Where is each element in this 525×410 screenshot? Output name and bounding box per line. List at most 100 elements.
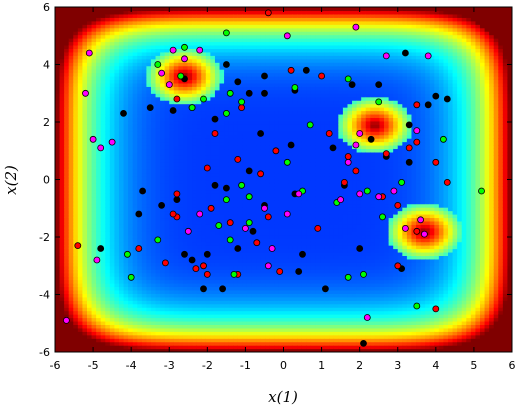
point-red-15	[432, 158, 440, 166]
point-magenta-3	[283, 32, 291, 40]
point-red-9	[211, 130, 219, 137]
point-green-32	[413, 302, 421, 310]
point-green-23	[363, 187, 371, 195]
point-black-14	[424, 101, 432, 109]
point-red-24	[314, 224, 322, 232]
point-magenta-20	[356, 190, 364, 198]
point-red-17	[340, 178, 348, 186]
x-tick-label-9: 3	[394, 359, 401, 372]
point-magenta-34	[196, 210, 204, 218]
point-red-5	[413, 101, 421, 109]
point-red-0	[264, 9, 272, 17]
point-black-23	[329, 144, 337, 152]
point-black-25	[405, 158, 413, 166]
point-black-1	[146, 104, 154, 111]
point-red-7	[413, 138, 421, 146]
point-magenta-30	[264, 262, 272, 270]
point-red-14	[382, 150, 390, 158]
point-green-10	[439, 135, 447, 143]
point-black-22	[287, 141, 295, 149]
point-magenta-1	[169, 46, 177, 54]
point-black-21	[257, 130, 265, 137]
point-red-27	[192, 265, 200, 273]
point-black-12	[375, 81, 383, 88]
point-red-22	[264, 213, 272, 221]
point-red-23	[253, 239, 261, 247]
point-red-2	[318, 72, 326, 80]
point-magenta-4	[352, 23, 360, 31]
point-green-8	[344, 75, 352, 83]
point-red-11	[272, 147, 280, 155]
y-tick-label-5: 4	[43, 59, 50, 72]
point-red-6	[405, 144, 413, 152]
point-red-32	[276, 268, 284, 275]
point-black-46	[321, 285, 329, 293]
x-tick-label-0: -6	[50, 359, 61, 372]
point-red-39	[257, 170, 265, 178]
y-tick-label-1: -4	[39, 289, 50, 302]
point-black-47	[356, 245, 364, 252]
heatmap-background	[55, 7, 512, 352]
point-magenta-21	[295, 190, 303, 198]
point-black-36	[135, 210, 143, 218]
point-green-15	[222, 196, 230, 204]
x-tick-label-5: -1	[240, 359, 251, 372]
point-black-45	[295, 268, 303, 275]
point-green-0	[222, 29, 230, 37]
x-tick-label-6: 0	[280, 359, 287, 372]
point-magenta-15	[352, 141, 360, 149]
point-green-13	[222, 110, 230, 117]
point-magenta-23	[337, 196, 345, 204]
point-green-6	[154, 61, 162, 68]
point-black-8	[261, 89, 268, 97]
point-black-7	[261, 72, 268, 80]
point-black-2	[169, 107, 177, 114]
point-red-38	[432, 305, 440, 313]
point-magenta-32	[63, 316, 70, 324]
point-black-49	[360, 339, 367, 347]
x-tick-label-10: 4	[432, 359, 439, 372]
point-magenta-9	[108, 138, 116, 146]
point-red-18	[173, 190, 181, 198]
point-green-11	[306, 121, 314, 129]
point-green-20	[154, 236, 162, 244]
point-red-1	[287, 66, 295, 74]
point-red-8	[203, 164, 211, 172]
point-black-39	[203, 250, 211, 258]
point-black-17	[367, 135, 375, 143]
x-axis-label: x(1)	[268, 388, 298, 406]
x-tick-label-7: 1	[318, 359, 325, 372]
point-magenta-28	[420, 230, 428, 238]
point-red-30	[203, 270, 211, 278]
point-black-18	[405, 121, 413, 129]
point-black-16	[443, 95, 451, 103]
point-magenta-6	[181, 55, 188, 63]
point-red-37	[413, 227, 421, 235]
point-green-25	[478, 187, 485, 195]
data-points	[63, 9, 485, 347]
point-black-30	[222, 184, 230, 192]
point-magenta-2	[196, 46, 204, 54]
point-black-4	[222, 61, 230, 68]
point-black-11	[348, 81, 356, 88]
point-black-26	[139, 187, 147, 195]
point-red-40	[344, 153, 352, 160]
y-tick-label-6: 6	[43, 1, 50, 14]
point-green-4	[238, 98, 246, 106]
point-magenta-11	[89, 135, 97, 143]
y-tick-label-4: 2	[43, 116, 50, 129]
point-black-0	[120, 110, 127, 117]
y-axis: -6 -4 -2 0 2 4 6	[39, 1, 512, 359]
point-red-36	[394, 262, 402, 270]
point-black-5	[234, 78, 242, 86]
point-red-20	[207, 204, 215, 212]
point-green-31	[230, 270, 238, 278]
point-magenta-17	[390, 187, 398, 195]
x-tick-label-11: 5	[470, 359, 477, 372]
x-tick-label-8: 2	[356, 359, 363, 372]
point-magenta-0	[85, 49, 93, 57]
point-magenta-31	[363, 314, 371, 321]
point-green-12	[181, 43, 188, 51]
point-green-7	[291, 84, 299, 91]
point-magenta-13	[424, 52, 432, 60]
